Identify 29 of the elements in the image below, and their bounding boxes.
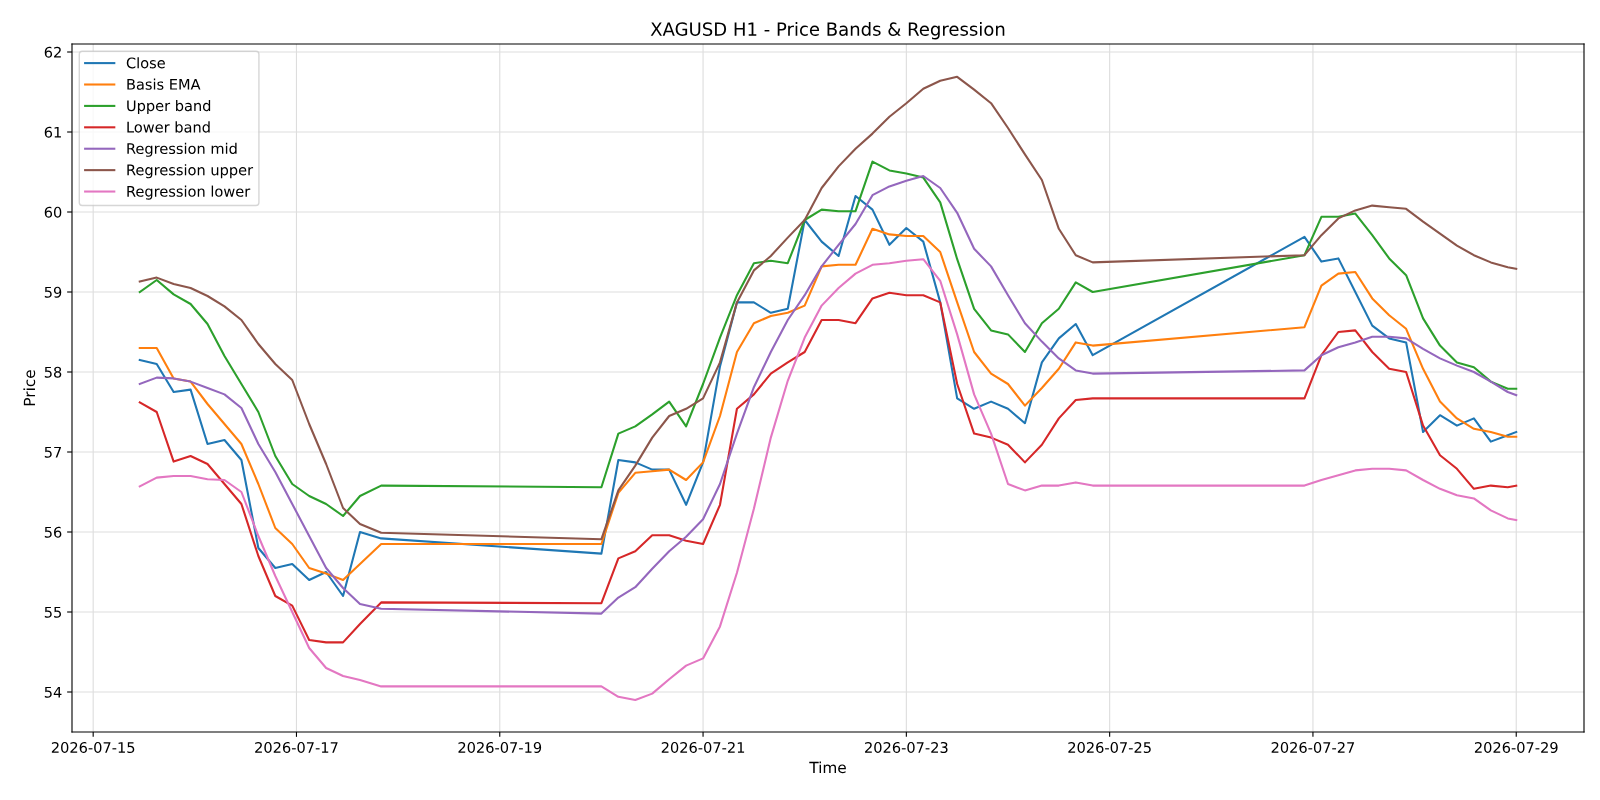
x-tick-label: 2026-07-29	[1474, 741, 1558, 754]
y-tick-label: 59	[44, 286, 62, 298]
y-tick-label: 58	[44, 366, 62, 378]
y-tick-label: 55	[44, 606, 61, 618]
y-tick-label: 56	[44, 526, 62, 538]
x-tick-label: 2026-07-23	[865, 741, 948, 754]
x-axis-title: Time	[809, 761, 846, 774]
x-tick-label: 2026-07-27	[1271, 741, 1355, 754]
y-tick-label: 62	[44, 46, 61, 58]
legend-label: Regression mid	[127, 142, 237, 157]
legend-label: Lower band	[127, 121, 210, 133]
legend-label: Regression upper	[127, 164, 254, 179]
legend-label: Basis EMA	[127, 78, 201, 90]
y-tick-label: 57	[44, 446, 62, 458]
legend-label: Regression lower	[127, 185, 251, 200]
x-tick-label: 2026-07-15	[51, 741, 135, 754]
line-series	[138, 258, 1518, 702]
line-series	[138, 291, 1518, 644]
x-tick-label: 2026-07-25	[1068, 741, 1151, 754]
legend-label: Upper band	[127, 99, 211, 115]
chart-title: XAGUSD H1 - Price Bands & Regression	[650, 21, 1005, 40]
legend-label: Close	[126, 57, 165, 69]
y-axis-title: Price	[23, 370, 36, 406]
x-tick-label: 2026-07-17	[255, 741, 338, 754]
x-tick-label: 2026-07-19	[458, 741, 542, 754]
x-tick-label: 2026-07-21	[661, 741, 745, 754]
y-tick-label: 60	[44, 206, 62, 218]
y-tick-label: 61	[44, 126, 61, 138]
y-tick-label: 54	[44, 686, 62, 698]
